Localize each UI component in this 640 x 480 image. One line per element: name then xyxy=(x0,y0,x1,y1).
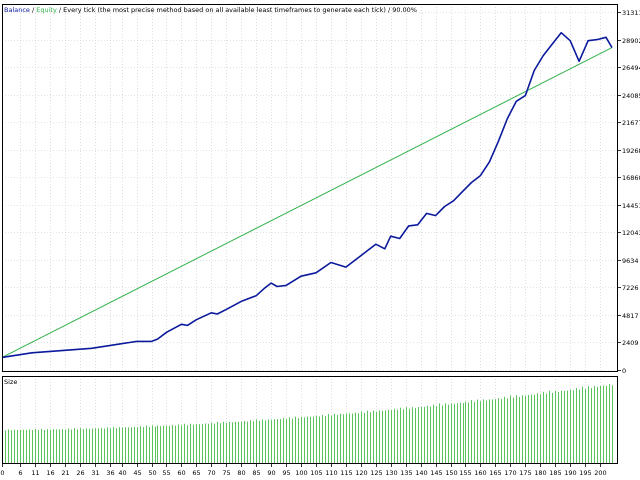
x-tick-label: 115 xyxy=(340,469,352,477)
x-tick-label: 0 xyxy=(0,469,4,477)
size-chart-border xyxy=(2,376,618,464)
balance-chart-background xyxy=(2,4,618,372)
chart-legend: Balance / Equity / Every tick (the most … xyxy=(4,6,417,14)
x-tick-label: 70 xyxy=(207,469,215,477)
y-tick-label: 19268 xyxy=(622,147,640,155)
x-tick-label: 105 xyxy=(310,469,322,477)
x-tick-label: 100 xyxy=(295,469,307,477)
x-tick-label: 80 xyxy=(237,469,245,477)
x-tick-label: 195 xyxy=(579,469,591,477)
x-tick-label: 120 xyxy=(355,469,367,477)
x-tick-label: 31 xyxy=(91,469,99,477)
legend-separator: / xyxy=(30,6,36,14)
x-tick-label: 110 xyxy=(325,469,337,477)
x-tick-label: 50 xyxy=(148,469,156,477)
balance-chart-lines xyxy=(1,31,613,359)
x-tick-label: 160 xyxy=(474,469,486,477)
x-tick-label: 60 xyxy=(177,469,185,477)
x-tick-label: 135 xyxy=(400,469,412,477)
y-tick-label: 21677 xyxy=(622,119,640,127)
legend-description: / Every tick (the most precise method ba… xyxy=(57,6,417,14)
y-tick-label: 24085 xyxy=(622,92,640,100)
x-tick-label: 45 xyxy=(133,469,141,477)
x-tick-label: 145 xyxy=(430,469,442,477)
series-line-equity xyxy=(1,47,613,358)
y-tick-label: 4817 xyxy=(622,312,639,320)
x-tick-label: 180 xyxy=(534,469,546,477)
x-tick-label: 75 xyxy=(222,469,230,477)
size-chart-bars xyxy=(2,384,613,463)
x-tick-label: 95 xyxy=(282,469,290,477)
x-tick-label: 16 xyxy=(46,469,54,477)
balance-chart-border xyxy=(2,4,618,372)
x-tick-label: 150 xyxy=(445,469,457,477)
x-tick-label: 90 xyxy=(267,469,275,477)
y-tick-label: 9634 xyxy=(622,257,639,265)
y-tick-label: 31311 xyxy=(622,9,640,17)
x-tick-label: 125 xyxy=(370,469,382,477)
x-tick-label: 170 xyxy=(504,469,516,477)
y-tick-label: 0 xyxy=(622,367,626,375)
x-tick-label: 11 xyxy=(31,469,39,477)
x-tick-label: 36 xyxy=(106,469,114,477)
x-tick-label: 65 xyxy=(192,469,200,477)
legend-balance: Balance xyxy=(4,6,30,14)
series-line-balance xyxy=(1,31,613,359)
x-tick-label: 55 xyxy=(162,469,170,477)
size-panel-label: Size xyxy=(4,378,17,386)
legend-equity: Equity xyxy=(36,6,57,14)
x-tick-label: 26 xyxy=(76,469,84,477)
x-tick-label: 6 xyxy=(18,469,22,477)
x-tick-label: 165 xyxy=(489,469,501,477)
x-tick-label: 85 xyxy=(252,469,260,477)
x-axis: 0 6 11 16 21 26 31 36 40 45 50 55 60 65 70 75 80 85 90 95 10… xyxy=(0,464,607,477)
x-tick-label: 155 xyxy=(459,469,471,477)
size-chart-panel: Size xyxy=(2,376,618,464)
x-tick-label: 175 xyxy=(519,469,531,477)
x-tick-label: 140 xyxy=(415,469,427,477)
x-tick-label: 40 xyxy=(118,469,126,477)
x-tick-label: 21 xyxy=(61,469,69,477)
x-tick-label: 200 xyxy=(594,469,606,477)
x-tick-label: 190 xyxy=(564,469,576,477)
y-tick-label: 2409 xyxy=(622,339,639,347)
x-tick-label: 130 xyxy=(385,469,397,477)
y-tick-label: 28902 xyxy=(622,37,640,45)
y-tick-label: 16860 xyxy=(622,174,640,182)
x-tick-label: 185 xyxy=(549,469,561,477)
y-tick-label: 7226 xyxy=(622,284,639,292)
y-tick-label: 12043 xyxy=(622,229,640,237)
y-tick-label: 26494 xyxy=(622,64,640,72)
